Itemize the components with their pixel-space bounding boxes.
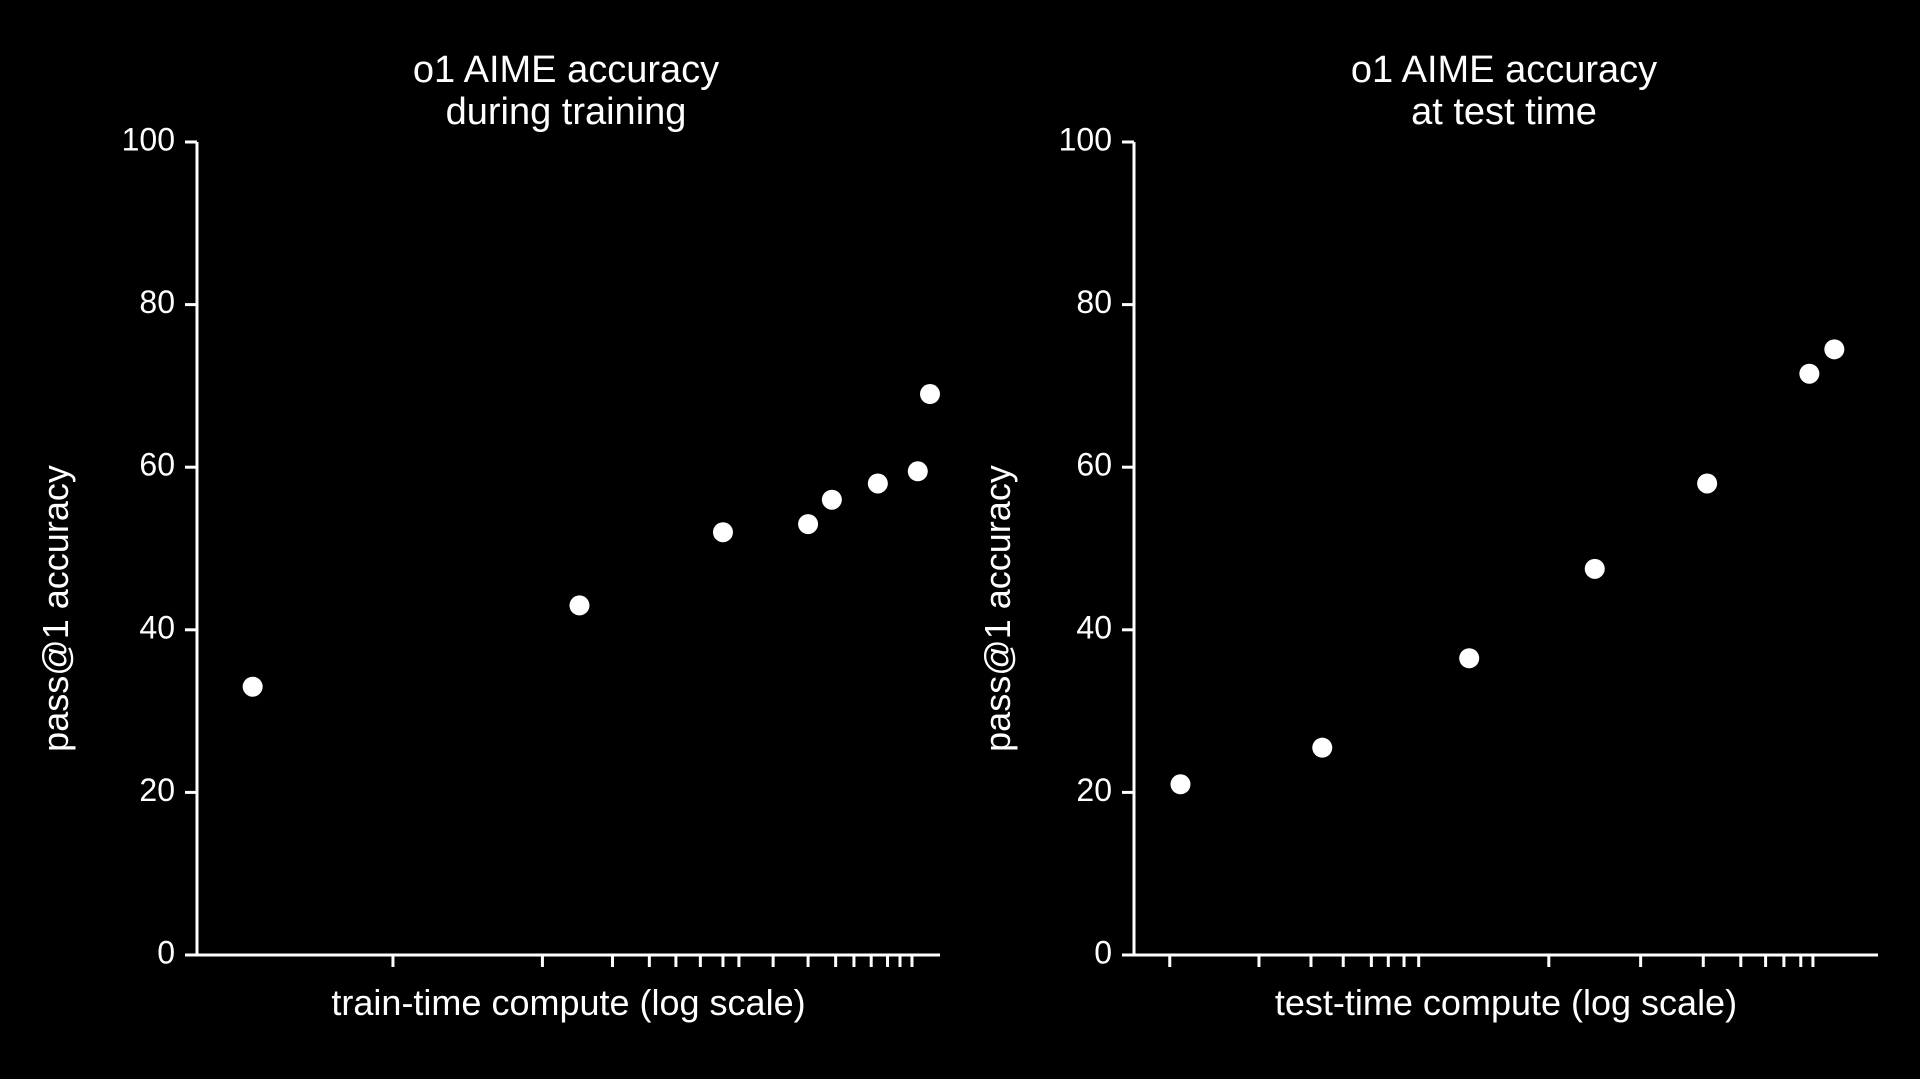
y-tick-label: 0 [157,934,175,970]
y-tick-label: 20 [139,772,175,808]
data-point [1584,558,1605,579]
x-axis-label: test-time compute (log scale) [1275,982,1737,1023]
y-tick-label: 60 [139,447,175,483]
y-tick-label: 60 [1076,447,1112,483]
y-tick-label: 20 [1076,772,1112,808]
data-point [1799,363,1820,384]
y-tick-label: 40 [139,609,175,645]
y-tick-label: 40 [1076,609,1112,645]
data-point [242,676,263,697]
data-point [712,522,733,543]
y-axis-label: pass@1 accuracy [977,465,1018,752]
data-point [569,595,590,616]
y-tick-label: 100 [122,121,175,157]
data-point [1459,648,1480,669]
data-point [821,489,842,510]
chart-title-line: o1 AIME accuracy [1351,49,1657,91]
chart-title-line: at test time [1411,91,1597,133]
data-point [907,461,928,482]
y-tick-label: 100 [1059,121,1112,157]
data-point [920,384,940,405]
y-axis-label: pass@1 accuracy [35,465,76,752]
data-point [1824,339,1845,360]
chart-title-line: during training [446,91,687,133]
data-point [1697,473,1718,494]
data-point [798,514,819,535]
y-tick-label: 80 [139,284,175,320]
x-axis-label: train-time compute (log scale) [331,982,805,1023]
data-point [1312,737,1333,758]
data-point [867,473,888,494]
y-tick-label: 0 [1094,934,1112,970]
chart-title-line: o1 AIME accuracy [413,49,719,91]
data-point [1170,774,1191,795]
y-tick-label: 80 [1076,284,1112,320]
